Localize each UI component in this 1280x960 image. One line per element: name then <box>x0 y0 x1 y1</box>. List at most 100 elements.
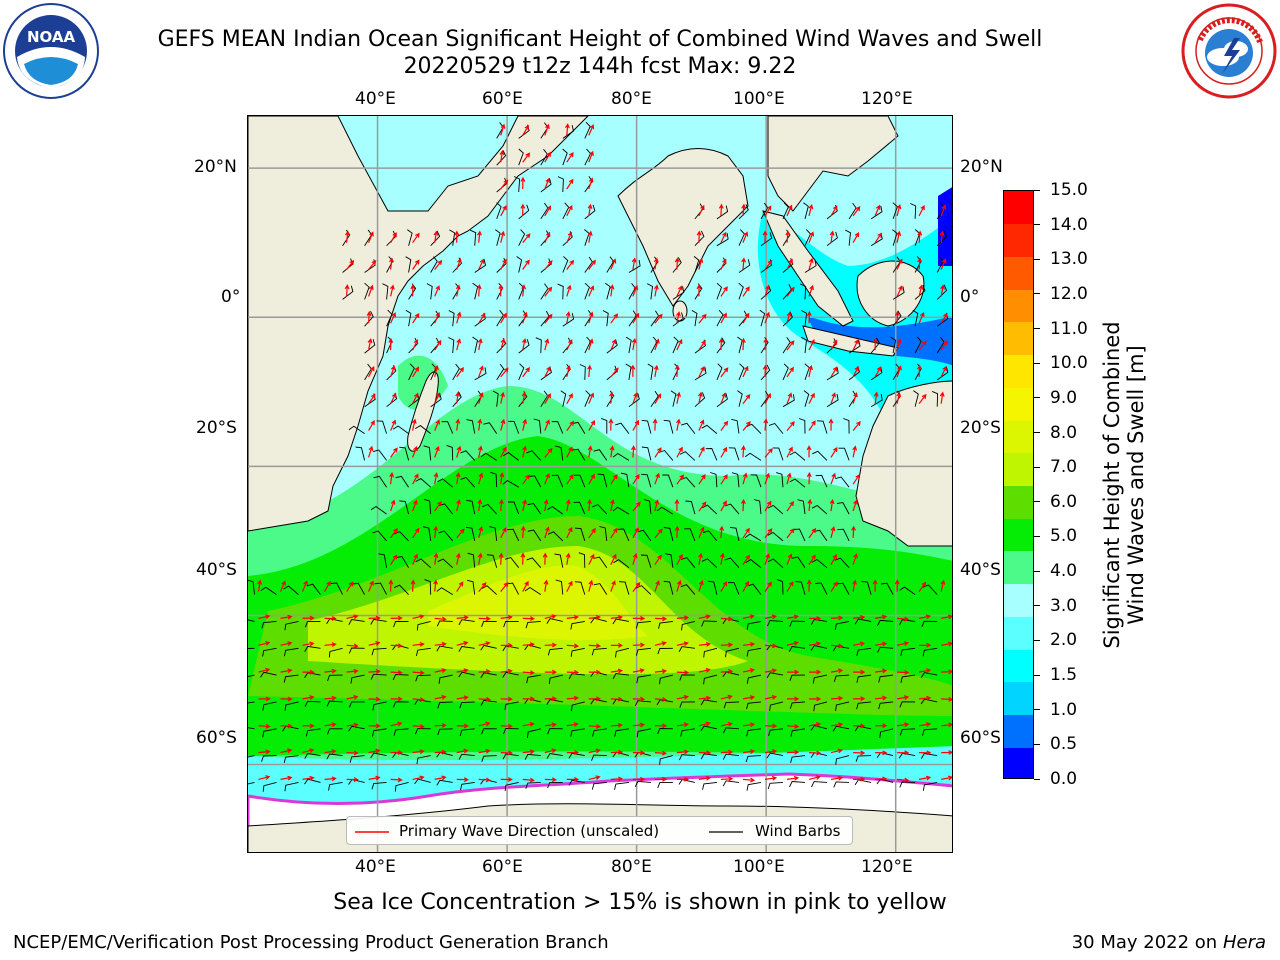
wind-barb <box>856 701 872 710</box>
colorbar-tick-label: 12.0 <box>1050 283 1088 304</box>
wind-barb <box>504 701 519 711</box>
wave-direction-arrow <box>852 553 858 565</box>
wind-barb <box>555 445 564 461</box>
wind-barb <box>657 781 673 789</box>
wave-direction-arrow <box>434 259 443 270</box>
wave-direction-arrow <box>874 204 881 217</box>
wind-barb <box>612 452 630 461</box>
wind-barb <box>392 425 409 434</box>
wave-direction-arrow <box>696 230 702 243</box>
wind-barb <box>899 619 916 626</box>
wind-barb <box>716 393 728 408</box>
wind-barb <box>555 579 564 595</box>
wave-direction-arrow <box>610 776 624 782</box>
wave-direction-arrow <box>588 473 595 485</box>
wind-barb <box>753 499 762 515</box>
wave-direction-arrow <box>808 231 815 243</box>
wave-direction-arrow <box>434 616 447 622</box>
wind-barb <box>348 701 365 708</box>
wave-direction-arrow <box>940 339 949 351</box>
wind-barb <box>892 202 898 220</box>
wave-direction-arrow <box>632 473 640 485</box>
wind-barb <box>305 728 321 737</box>
wind-barb <box>936 284 948 300</box>
wave-direction-arrow <box>456 695 469 701</box>
wind-barb <box>635 620 651 629</box>
wave-direction-arrow <box>587 498 592 512</box>
lon-label-top-60e: 60°E <box>482 89 523 109</box>
wave-direction-arrow <box>566 420 575 431</box>
wave-direction-arrow <box>390 232 397 244</box>
wave-direction-arrow <box>588 579 594 592</box>
wave-direction-arrow <box>808 616 822 621</box>
colorbar-tick-label: 0.5 <box>1050 734 1078 755</box>
wave-direction-arrow <box>500 750 513 756</box>
wind-barb <box>524 586 542 595</box>
wave-direction-arrow <box>368 580 374 592</box>
wave-direction-arrow <box>456 668 469 673</box>
wave-direction-arrow <box>499 498 504 512</box>
wave-direction-arrow <box>410 579 416 592</box>
wind-barb <box>306 583 321 595</box>
wave-direction-arrow <box>719 525 725 538</box>
wind-barb <box>568 752 585 759</box>
wave-direction-arrow <box>740 498 746 512</box>
wave-direction-arrow <box>830 339 838 351</box>
wave-direction-arrow <box>566 643 580 649</box>
wave-direction-arrow <box>521 284 527 297</box>
wave-direction-arrow <box>588 150 594 163</box>
wave-direction-arrow <box>853 723 866 729</box>
wave-direction-arrow <box>654 447 662 458</box>
wind-barb <box>663 580 674 595</box>
wave-direction-arrow <box>500 446 507 458</box>
wave-direction-arrow <box>478 641 491 646</box>
wind-barb <box>766 672 784 679</box>
wind-barb <box>554 553 564 568</box>
wind-barb <box>617 528 630 542</box>
wave-direction-arrow <box>478 365 484 378</box>
wind-barb <box>548 674 563 685</box>
wave-direction-arrow <box>742 312 750 324</box>
wave-direction-arrow <box>698 641 712 647</box>
wind-barb <box>672 336 679 354</box>
wave-direction-arrow <box>588 311 594 324</box>
wave-direction-arrow <box>674 364 680 377</box>
wave-direction-arrow <box>522 696 535 702</box>
wind-barb <box>525 781 541 789</box>
wind-barb <box>746 423 762 434</box>
wind-barb <box>619 581 630 595</box>
wind-barb <box>759 309 766 327</box>
wave-direction-arrow <box>830 472 836 485</box>
wave-direction-arrow <box>941 641 952 647</box>
wave-direction-arrow <box>742 527 750 539</box>
wave-direction-arrow <box>851 525 856 538</box>
wave-direction-arrow <box>632 776 646 782</box>
wind-barb <box>662 474 674 488</box>
wind-barb <box>892 310 902 327</box>
wave-direction-arrow <box>852 205 861 217</box>
wind-barb <box>768 422 784 434</box>
wave-direction-arrow <box>696 284 702 297</box>
wind-barb <box>691 310 698 327</box>
wave-direction-arrow <box>654 750 668 756</box>
wave-direction-arrow <box>258 696 271 702</box>
wind-barb <box>562 124 575 139</box>
wave-direction-arrow <box>478 472 484 485</box>
wave-direction-arrow <box>280 614 293 620</box>
colorbar-swatch <box>1004 191 1033 225</box>
wave-direction-arrow <box>498 552 504 565</box>
wave-direction-arrow <box>874 232 882 244</box>
wave-direction-arrow <box>763 418 769 431</box>
wind-barb <box>836 582 850 595</box>
wave-direction-arrow <box>324 642 337 647</box>
wave-direction-arrow <box>808 696 822 702</box>
wind-barb <box>551 421 564 434</box>
wind-barb <box>526 557 542 568</box>
wind-barb <box>782 363 789 381</box>
wind-barb <box>936 231 948 247</box>
wind-barb <box>801 310 808 327</box>
wind-barb <box>663 527 674 542</box>
wind-barb <box>920 698 938 705</box>
wave-direction-arrow <box>588 643 602 649</box>
wind-barb <box>504 556 520 568</box>
